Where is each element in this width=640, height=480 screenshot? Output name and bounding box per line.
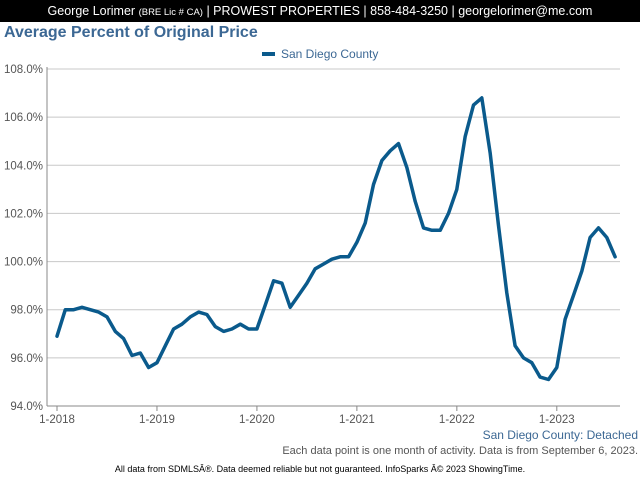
x-tick-label: 1-2019 <box>139 414 175 426</box>
chart-subtitle: San Diego County: Detached <box>482 428 638 442</box>
axes <box>46 67 620 407</box>
y-tick-labels: 94.0% 96.0% 98.0% 100.0% 102.0% 104.0% 106.0% 1… <box>4 64 43 413</box>
series-line <box>55 96 617 382</box>
y-tick-label: 108.0% <box>4 64 43 76</box>
header-bar: George Lorimer (BRE Lic # CA) | PROWEST … <box>0 0 640 22</box>
legend: San Diego County <box>262 47 378 61</box>
x-tick-label: 1-2018 <box>39 414 75 426</box>
legend-label: San Diego County <box>281 47 378 61</box>
x-tick-label: 1-2021 <box>339 414 375 426</box>
data-note: Each data point is one month of activity… <box>282 445 638 457</box>
agent-name: George Lorimer <box>47 4 136 18</box>
y-tick-label: 102.0% <box>4 208 43 220</box>
y-tick-label: 106.0% <box>4 112 43 124</box>
license-text: (BRE Lic # CA) <box>138 7 203 18</box>
x-tick-label: 1-2020 <box>239 414 275 426</box>
y-tick-label: 100.0% <box>4 257 43 269</box>
series-layer <box>55 96 617 382</box>
footer-disclaimer: All data from SDMLSÂ®. Data deemed relia… <box>114 464 526 474</box>
chart-title: Average Percent of Original Price <box>4 24 258 41</box>
contact-info: | PROWEST PROPERTIES | 858-484-3250 | ge… <box>206 4 593 18</box>
y-tick-label: 94.0% <box>10 401 43 413</box>
x-tick-labels: 1-2018 1-2019 1-2020 1-2021 1-2022 1-2023 <box>39 406 575 426</box>
x-tick-label: 1-2023 <box>539 414 575 426</box>
x-tick-label: 1-2022 <box>439 414 475 426</box>
grid-lines <box>47 68 620 407</box>
y-tick-label: 96.0% <box>10 353 43 365</box>
y-tick-label: 98.0% <box>10 305 43 317</box>
y-tick-label: 104.0% <box>4 160 43 172</box>
